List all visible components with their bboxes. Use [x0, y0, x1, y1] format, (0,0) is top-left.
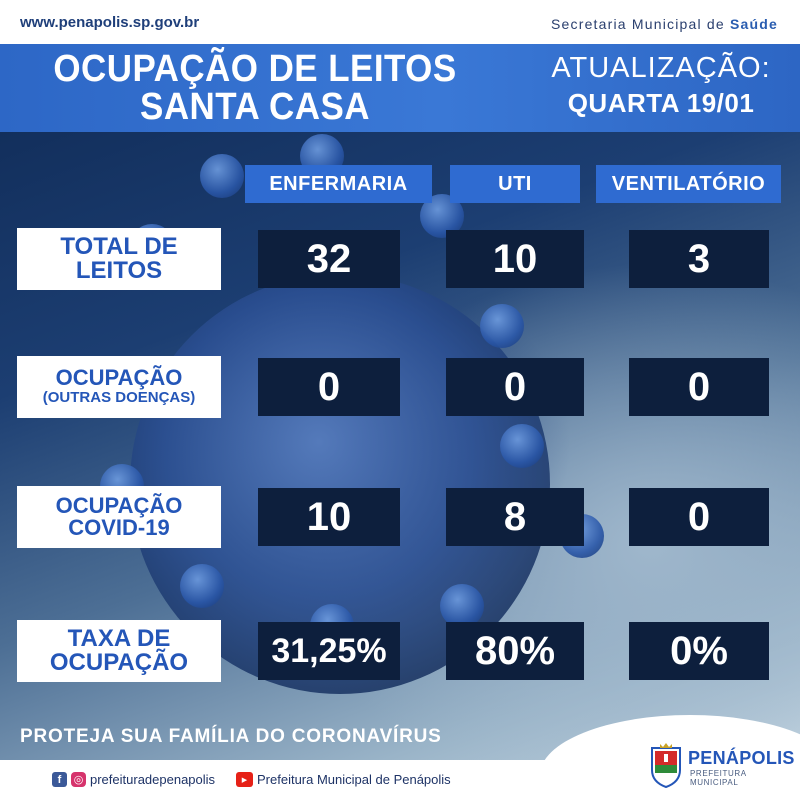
virus-spike: [200, 154, 244, 198]
row-label-line-2: COVID-19: [68, 515, 170, 540]
row-label-line-1: TOTAL DE: [60, 233, 178, 260]
row-label-line-1: OCUPAÇÃO: [55, 493, 183, 518]
row-label-line-1: OCUPAÇÃO: [55, 365, 183, 390]
virus-spike: [500, 424, 544, 468]
column-header-uti: UTI: [450, 165, 580, 203]
top-strip: www.penapolis.sp.gov.br Secretaria Munic…: [0, 0, 800, 44]
logo-name: PENÁPOLIS: [688, 748, 795, 768]
social-handle: prefeituradepenapolis: [90, 772, 216, 787]
row-label-line-1: TAXA DE: [67, 625, 171, 652]
title-line-2: SANTA CASA: [140, 86, 370, 128]
value-outras-uti: 0: [446, 358, 584, 416]
logo-subtitle: PREFEITURA MUNICIPAL: [690, 769, 747, 787]
update-label: ATUALIZAÇÃO:: [551, 52, 771, 84]
site-url[interactable]: www.penapolis.sp.gov.br: [20, 14, 200, 31]
title-line-1: OCUPAÇÃO DE LEITOS: [53, 48, 457, 90]
slogan: PROTEJA SUA FAMÍLIA DO CORONAVÍRUS: [20, 726, 442, 747]
virus-spike: [480, 304, 524, 348]
row-label-taxa-ocupacao: TAXA DE OCUPAÇÃO: [17, 620, 221, 682]
page-title: OCUPAÇÃO DE LEITOS SANTA CASA: [20, 50, 489, 126]
update-date: QUARTA 19/01: [567, 88, 755, 118]
facebook-icon: f: [52, 772, 67, 787]
value-total-ventilatorio: 3: [629, 230, 769, 288]
virus-spike: [440, 584, 484, 628]
value-covid-ventilatorio: 0: [629, 488, 769, 546]
column-header-ventilatorio: VENTILATÓRIO: [596, 165, 781, 203]
row-label-line-2: (OUTRAS DOENÇAS): [42, 389, 196, 406]
youtube-icon: ▶: [236, 772, 253, 787]
secretaria-label: Secretaria Municipal de Saúde: [551, 16, 778, 32]
value-taxa-enfermaria: 31,25%: [258, 622, 400, 680]
header-band: [0, 44, 800, 132]
value-covid-enfermaria: 10: [258, 488, 400, 546]
value-taxa-uti: 80%: [446, 622, 584, 680]
row-label-ocupacao-outras: OCUPAÇÃO (OUTRAS DOENÇAS): [17, 356, 221, 418]
secretaria-prefix: Secretaria Municipal de: [550, 16, 730, 32]
value-outras-ventilatorio: 0: [629, 358, 769, 416]
value-taxa-ventilatorio: 0%: [629, 622, 769, 680]
value-total-uti: 10: [446, 230, 584, 288]
value-covid-uti: 8: [446, 488, 584, 546]
youtube-channel: Prefeitura Municipal de Penápolis: [257, 772, 451, 787]
penapolis-logo: PENÁPOLIS PREFEITURA MUNICIPAL: [648, 742, 794, 792]
crest-icon: [651, 743, 681, 788]
social-youtube[interactable]: ▶ Prefeitura Municipal de Penápolis: [236, 772, 451, 787]
instagram-icon: ◎: [71, 772, 86, 787]
value-total-enfermaria: 32: [258, 230, 400, 288]
virus-spike: [180, 564, 224, 608]
row-label-line-2: OCUPAÇÃO: [49, 649, 189, 676]
row-label-ocupacao-covid: OCUPAÇÃO COVID-19: [17, 486, 221, 548]
row-label-total-leitos: TOTAL DE LEITOS: [17, 228, 221, 290]
column-header-enfermaria: ENFERMARIA: [245, 165, 432, 203]
row-label-line-2: LEITOS: [75, 257, 163, 284]
value-outras-enfermaria: 0: [258, 358, 400, 416]
social-instagram-facebook[interactable]: f ◎ prefeituradepenapolis: [52, 772, 215, 787]
secretaria-highlight: Saúde: [729, 16, 778, 32]
